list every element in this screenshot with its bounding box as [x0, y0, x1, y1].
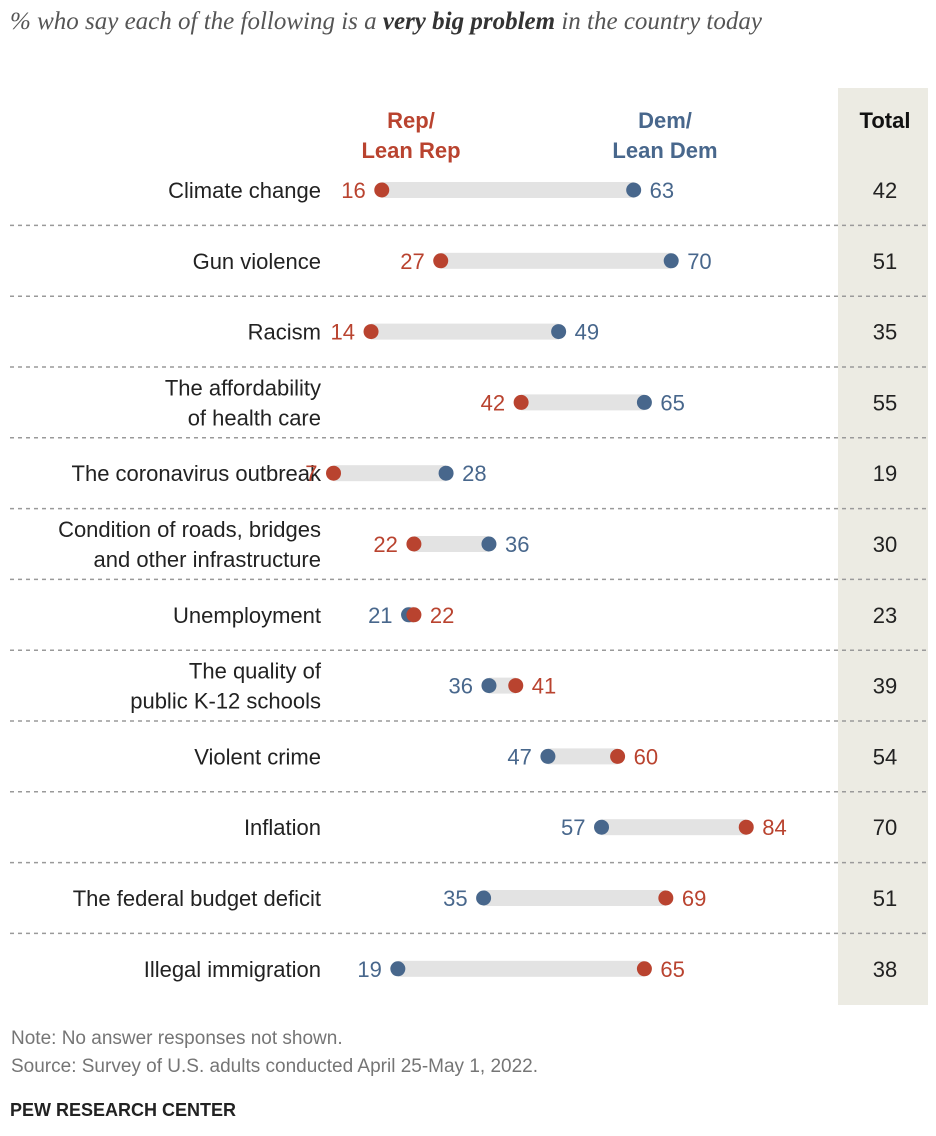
total-header: Total — [860, 108, 911, 133]
category-label: The federal budget deficit — [73, 886, 321, 911]
total-value: 30 — [873, 532, 897, 557]
dem-dot — [476, 890, 492, 906]
rep-dot — [433, 253, 449, 269]
title-prefix: % who say each of the following is a — [10, 8, 377, 35]
series-label-rep: Lean Rep — [361, 138, 460, 163]
category-label: public K-12 schools — [130, 689, 321, 714]
category-label: and other infrastructure — [94, 547, 321, 572]
dem-dot — [481, 678, 497, 694]
rep-value-label: 42 — [481, 390, 505, 415]
rep-value-label: 69 — [682, 886, 706, 911]
category-label: Condition of roads, bridges — [58, 517, 321, 542]
rep-dot — [610, 748, 626, 764]
source-text: Source: Survey of U.S. adults conducted … — [11, 1056, 539, 1077]
total-value: 19 — [873, 461, 897, 486]
total-value: 42 — [873, 178, 897, 203]
rep-dot — [374, 182, 390, 198]
category-label: The quality of — [189, 659, 322, 684]
category-label: Violent crime — [194, 744, 321, 769]
dem-dot — [438, 465, 454, 481]
range-bar — [483, 890, 666, 906]
total-value: 51 — [873, 249, 897, 274]
dem-value-label: 49 — [575, 320, 599, 345]
series-label-rep: Rep/ — [387, 108, 435, 133]
dem-dot — [540, 748, 556, 764]
dem-value-label: 70 — [687, 249, 711, 274]
dot-plot-chart: Rep/Lean Rep Dem/Lean Dem Total Climate cha… — [10, 108, 926, 982]
total-value: 39 — [873, 674, 897, 699]
category-label: The affordability — [165, 375, 321, 400]
range-bar — [381, 182, 634, 198]
rep-value-label: 27 — [400, 249, 424, 274]
dem-value-label: 21 — [368, 603, 392, 628]
total-value: 51 — [873, 886, 897, 911]
title-emphasis: very big problem — [382, 8, 556, 35]
organization-name: PEW RESEARCH CENTER — [10, 1100, 237, 1120]
dem-dot — [481, 536, 497, 552]
rep-value-label: 7 — [305, 461, 317, 486]
series-label-dem: Dem/ — [638, 108, 692, 133]
range-bar — [601, 819, 747, 836]
rep-dot — [636, 961, 652, 977]
rep-value-label: 84 — [762, 815, 786, 840]
rep-dot — [406, 607, 422, 623]
category-label: Racism — [248, 320, 321, 345]
rep-value-label: 22 — [430, 603, 454, 628]
rep-value-label: 65 — [660, 957, 684, 982]
dem-value-label: 65 — [660, 390, 684, 415]
dem-dot — [663, 253, 679, 269]
rep-value-label: 60 — [634, 744, 658, 769]
category-label: Gun violence — [193, 249, 321, 274]
category-label: Inflation — [244, 815, 321, 840]
title-suffix: in the country today — [561, 8, 762, 35]
dem-value-label: 47 — [507, 744, 531, 769]
dem-dot — [594, 819, 610, 835]
total-value: 70 — [873, 815, 897, 840]
range-bar — [488, 677, 516, 694]
category-label: Illegal immigration — [144, 957, 321, 982]
dem-value-label: 36 — [505, 532, 529, 557]
range-bar — [371, 323, 559, 340]
note-text: Note: No answer responses not shown. — [11, 1028, 343, 1049]
rep-value-label: 41 — [532, 674, 556, 699]
range-bar — [397, 960, 645, 977]
total-column-background — [838, 88, 928, 1005]
category-label: The coronavirus outbreak — [72, 461, 322, 486]
rep-dot — [363, 324, 379, 340]
dem-value-label: 35 — [443, 886, 467, 911]
total-value: 35 — [873, 320, 897, 345]
total-value: 55 — [873, 390, 897, 415]
rep-dot — [406, 536, 422, 552]
series-label-dem: Lean Dem — [612, 138, 717, 163]
rep-value-label: 14 — [331, 320, 355, 345]
dem-value-label: 28 — [462, 461, 486, 486]
dem-value-label: 36 — [448, 674, 472, 699]
rep-dot — [658, 890, 674, 906]
dem-value-label: 63 — [650, 178, 674, 203]
dem-dot — [626, 182, 642, 198]
range-bar — [547, 748, 618, 765]
dem-dot — [390, 961, 406, 977]
category-label: Climate change — [168, 178, 321, 203]
range-bar — [333, 465, 447, 482]
dem-value-label: 19 — [357, 957, 381, 982]
rep-value-label: 22 — [373, 532, 397, 557]
dem-dot — [551, 324, 567, 340]
rep-dot — [508, 678, 524, 694]
total-value: 23 — [873, 603, 897, 628]
category-label: of health care — [188, 405, 321, 430]
rep-dot — [326, 465, 342, 481]
range-bar — [521, 394, 645, 411]
range-bar — [413, 536, 489, 552]
total-value: 38 — [873, 957, 897, 982]
range-bar — [440, 252, 672, 269]
rep-dot — [513, 394, 529, 410]
dem-value-label: 57 — [561, 815, 585, 840]
chart-title: % who say each of the following is a ver… — [10, 4, 910, 39]
total-value: 54 — [873, 744, 897, 769]
rep-value-label: 16 — [341, 178, 365, 203]
rep-dot — [738, 819, 754, 835]
category-label: Unemployment — [173, 603, 321, 628]
dem-dot — [636, 394, 652, 410]
